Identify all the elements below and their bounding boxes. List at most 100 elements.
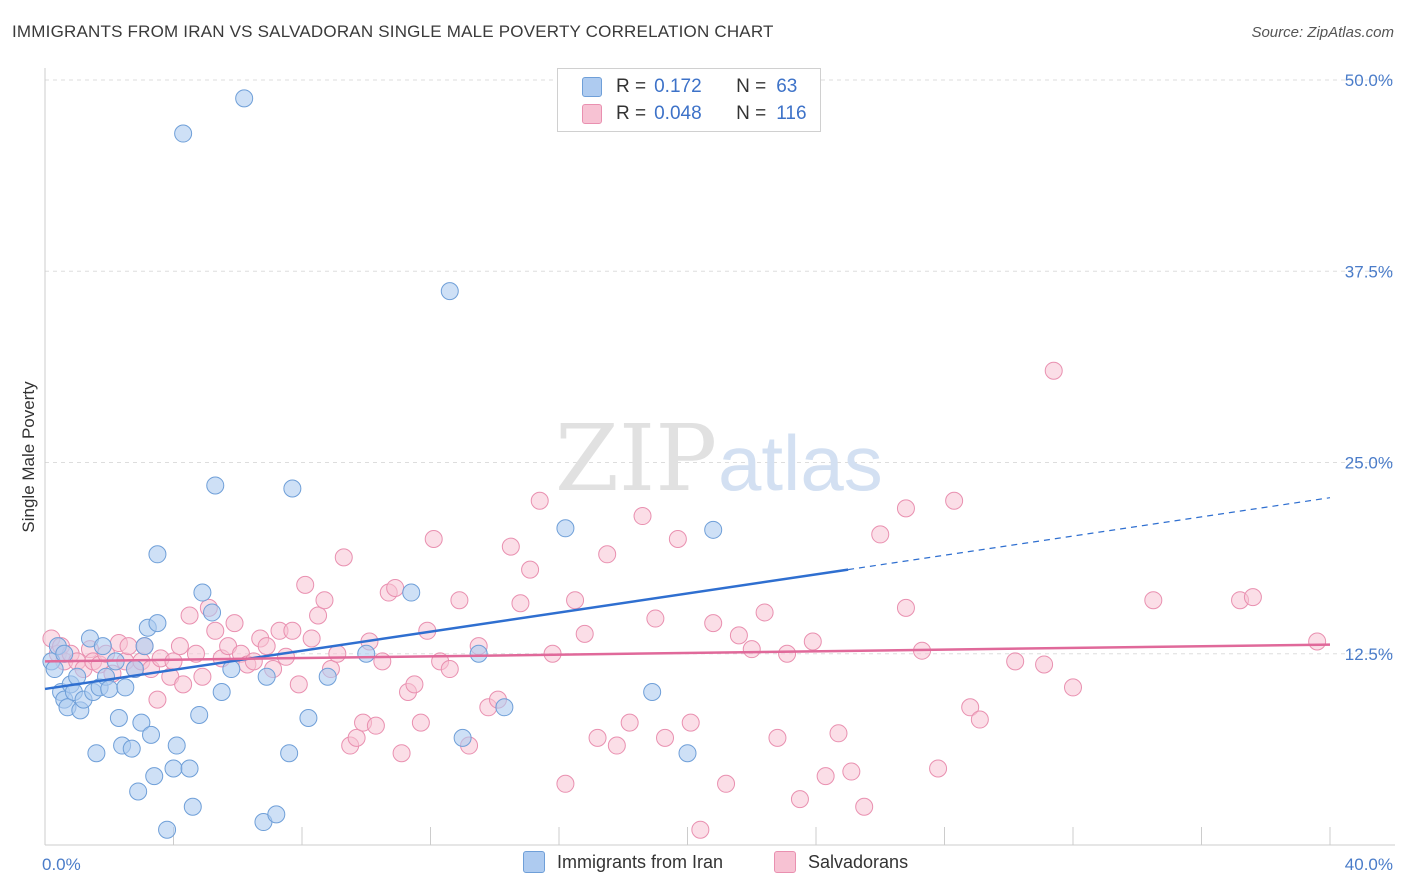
iran-point	[318, 667, 337, 686]
salvadorans-point	[729, 626, 748, 645]
salvadorans-point	[405, 675, 424, 694]
salvadorans-point	[180, 606, 199, 625]
salvadorans-point	[440, 660, 459, 679]
salvadorans-legend-swatch	[774, 851, 796, 873]
iran-point	[299, 709, 318, 728]
y-tick-labels: 12.5% 25.0% 37.5% 50.0%	[1345, 71, 1393, 664]
x-tick-labels: 0.0% 40.0%	[42, 855, 1393, 874]
salvadorans-point	[646, 609, 665, 628]
iran-points	[42, 89, 723, 839]
salvadorans-point	[588, 728, 607, 747]
salvadorans-point	[119, 637, 138, 656]
legend-row-salvadorans: R = 0.048 N = 116	[582, 103, 807, 125]
iran-point	[235, 89, 254, 108]
chart-title: IMMIGRANTS FROM IRAN VS SALVADORAN SINGL…	[12, 22, 774, 41]
salvadorans-point	[704, 614, 723, 633]
iran-point	[495, 698, 514, 717]
salvadorans-point	[691, 820, 710, 839]
iran-point	[267, 805, 286, 824]
salvadorans-point	[347, 728, 366, 747]
stats-legend: R = 0.172 N = 63 R = 0.048 N = 116	[557, 68, 821, 132]
salvadorans-point	[193, 667, 212, 686]
salvadorans-point	[970, 710, 989, 729]
iran-legend-swatch	[523, 851, 545, 873]
iran-point	[643, 683, 662, 701]
n-label: N =	[736, 103, 767, 124]
salvadorans-point	[556, 774, 575, 793]
legend-item-iran[interactable]: Immigrants from Iran	[523, 851, 723, 873]
iran-point	[109, 709, 128, 728]
salvadorans-point	[566, 591, 585, 610]
iran-point	[87, 744, 106, 763]
iran-point	[148, 614, 167, 633]
salvadorans-point	[1035, 655, 1054, 674]
salvadorans-point	[289, 675, 308, 694]
salvadorans-point	[871, 525, 890, 544]
salvadorans-point	[530, 491, 549, 510]
iran-point	[280, 744, 299, 763]
salvadorans-point	[961, 698, 980, 717]
iran-point	[206, 476, 225, 495]
salvadorans-point	[257, 637, 276, 656]
salvadorans-point	[309, 606, 328, 625]
iran-point	[257, 667, 276, 686]
r-label: R =	[616, 76, 647, 97]
iran-point	[469, 644, 488, 663]
salvadorans-point	[790, 790, 809, 809]
salvadorans-point	[829, 724, 848, 743]
salvadorans-point	[816, 767, 835, 786]
iran-point	[145, 767, 164, 786]
r-value: 0.048	[654, 103, 702, 124]
axes	[44, 68, 1395, 846]
iran-point	[45, 660, 64, 679]
iran-point	[158, 820, 177, 839]
iran-point	[190, 705, 209, 724]
iran-trendline	[44, 568, 849, 691]
salvadorans-point	[206, 621, 225, 640]
salvadorans-point	[373, 652, 392, 671]
salvadorans-point	[186, 644, 205, 663]
iran-point	[164, 759, 183, 778]
salvadorans-point	[1308, 632, 1327, 651]
n-value: 63	[776, 76, 798, 97]
salvadorans-point	[511, 594, 530, 613]
salvadorans-point	[1044, 361, 1063, 380]
iran-point	[203, 603, 222, 622]
legend-row-iran: R = 0.172 N = 63	[582, 76, 797, 98]
iran-swatch	[582, 77, 602, 97]
salvadorans-point	[315, 591, 334, 610]
iran-point	[440, 282, 459, 301]
salvadorans-point	[945, 491, 964, 510]
r-label: R =	[616, 103, 647, 124]
salvadorans-point	[148, 690, 167, 709]
iran-point	[402, 583, 421, 602]
iran-point	[556, 519, 575, 538]
salvadorans-point	[717, 774, 736, 793]
iran-point	[212, 683, 231, 701]
iran-point	[148, 545, 167, 564]
salvadorans-point	[575, 624, 594, 643]
salvadorans-point	[174, 675, 193, 694]
iran-point	[283, 479, 302, 498]
salvadorans-point	[283, 621, 302, 640]
salvadorans-point	[803, 632, 822, 651]
salvadorans-point	[170, 637, 189, 656]
iran-point	[167, 736, 186, 755]
salvadorans-point	[328, 644, 347, 663]
y-tick-label: 12.5%	[1345, 645, 1393, 664]
salvadorans-point	[768, 728, 787, 747]
iran-point	[116, 678, 135, 697]
salvadorans-point	[450, 591, 469, 610]
n-value: 116	[776, 103, 807, 124]
iran-point	[100, 679, 119, 698]
y-tick-label: 25.0%	[1345, 454, 1393, 473]
iran-point	[129, 782, 148, 801]
iran-point	[122, 739, 141, 758]
salvadorans-point	[411, 713, 430, 732]
iran-point	[183, 797, 202, 816]
watermark: ZIP atlas	[555, 405, 883, 512]
legend-item-salvadorans[interactable]: Salvadorans	[774, 851, 908, 873]
iran-point	[142, 725, 161, 744]
salvadorans-point	[620, 713, 639, 732]
salvadorans-point	[929, 759, 948, 778]
